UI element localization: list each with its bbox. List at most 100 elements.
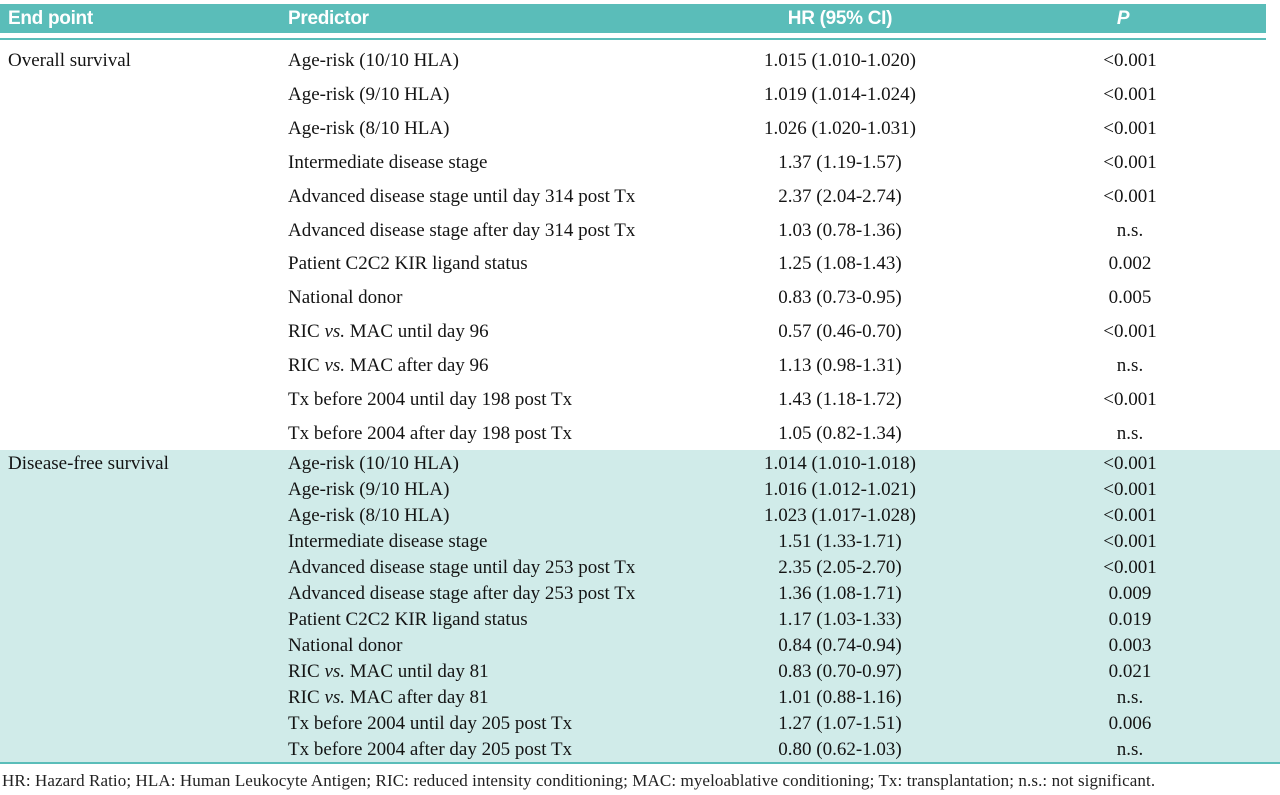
- table-row: Patient C2C2 KIR ligand status 1.17 (1.03…: [0, 606, 1280, 632]
- predictor-cell: Age-risk (9/10 HLA): [288, 478, 450, 500]
- p-cell: <0.001: [1103, 151, 1157, 173]
- column-header-end-point: End point: [8, 7, 93, 29]
- p-cell: 0.019: [1108, 608, 1152, 630]
- predictor-cell: Age-risk (10/10 HLA): [288, 452, 459, 474]
- hr-cell: 1.51 (1.33-1.71): [778, 530, 902, 552]
- predictor-cell: Patient C2C2 KIR ligand status: [288, 253, 528, 275]
- hr-cell: 1.13 (0.98-1.31): [778, 354, 902, 376]
- predictor-cell: Age-risk (8/10 HLA): [288, 118, 450, 140]
- predictor-cell: Intermediate disease stage: [288, 151, 488, 173]
- table-row: Overall survival Age-risk (10/10 HLA) 1.01…: [0, 44, 1280, 78]
- predictor-cell: Advanced disease stage until day 253 pos…: [288, 556, 636, 578]
- p-cell: <0.001: [1103, 388, 1157, 410]
- hr-cell: 1.026 (1.020-1.031): [764, 118, 916, 140]
- table-row: Age-risk (8/10 HLA) 1.026 (1.020-1.031) <0…: [0, 112, 1280, 146]
- predictor-cell: RIC vs. MAC after day 81: [288, 686, 489, 708]
- p-cell: n.s.: [1116, 686, 1144, 708]
- hr-cell: 1.43 (1.18-1.72): [778, 388, 902, 410]
- predictor-cell: Tx before 2004 after day 198 post Tx: [288, 422, 573, 444]
- table-row: Patient C2C2 KIR ligand status 1.25 (1.08…: [0, 247, 1280, 281]
- hr-cell: 2.37 (2.04-2.74): [778, 185, 902, 207]
- table-row: Tx before 2004 after day 198 post Tx 1.05…: [0, 416, 1280, 450]
- p-cell: <0.001: [1103, 556, 1157, 578]
- predictor-cell: Tx before 2004 until day 205 post Tx: [288, 712, 573, 734]
- p-cell: n.s.: [1116, 738, 1144, 760]
- table-row: Advanced disease stage until day 253 pos…: [0, 554, 1280, 580]
- p-cell: <0.001: [1103, 504, 1157, 526]
- table-row: Advanced disease stage after day 314 pos…: [0, 213, 1280, 247]
- predictor-cell: Advanced disease stage until day 314 pos…: [288, 185, 636, 207]
- predictor-cell: National donor: [288, 287, 403, 309]
- p-cell: <0.001: [1103, 84, 1157, 106]
- table-row: Age-risk (9/10 HLA) 1.016 (1.012-1.021) <0…: [0, 476, 1280, 502]
- hr-cell: 1.17 (1.03-1.33): [778, 608, 902, 630]
- predictor-cell: Age-risk (8/10 HLA): [288, 504, 450, 526]
- hr-cell: 0.83 (0.70-0.97): [778, 660, 902, 682]
- table-footnote: HR: Hazard Ratio; HLA: Human Leukocyte A…: [2, 770, 1156, 790]
- table-body: Overall survival Age-risk (10/10 HLA) 1.01…: [0, 44, 1280, 762]
- hr-cell: 0.80 (0.62-1.03): [778, 738, 902, 760]
- table-row: Advanced disease stage until day 314 pos…: [0, 179, 1280, 213]
- table-row: Age-risk (8/10 HLA) 1.023 (1.017-1.028) <0…: [0, 502, 1280, 528]
- column-header-predictor: Predictor: [288, 7, 369, 29]
- endpoint-cell: Overall survival: [8, 50, 131, 72]
- table-row: National donor 0.84 (0.74-0.94) 0.003: [0, 632, 1280, 658]
- hr-cell: 1.36 (1.08-1.71): [778, 582, 902, 604]
- p-cell: n.s.: [1116, 422, 1144, 444]
- p-cell: n.s.: [1116, 354, 1144, 376]
- table-row: Tx before 2004 until day 205 post Tx 1.27…: [0, 710, 1280, 736]
- table-row: Intermediate disease stage 1.51 (1.33-1.7…: [0, 528, 1280, 554]
- predictor-cell: RIC vs. MAC after day 96: [288, 354, 489, 376]
- table-row: National donor 0.83 (0.73-0.95) 0.005: [0, 281, 1280, 315]
- predictor-cell: National donor: [288, 634, 403, 656]
- predictor-cell: Age-risk (10/10 HLA): [288, 50, 459, 72]
- hr-cell: 1.27 (1.07-1.51): [778, 712, 902, 734]
- predictor-cell: Patient C2C2 KIR ligand status: [288, 608, 528, 630]
- p-cell: 0.006: [1108, 712, 1152, 734]
- column-header-p-value: P: [1116, 7, 1130, 29]
- p-cell: <0.001: [1103, 50, 1157, 72]
- table-row: Tx before 2004 after day 205 post Tx 0.80…: [0, 736, 1280, 762]
- p-cell: <0.001: [1103, 321, 1157, 343]
- p-cell: 0.003: [1108, 634, 1152, 656]
- table-row: Advanced disease stage after day 253 pos…: [0, 580, 1280, 606]
- hr-cell: 0.84 (0.74-0.94): [778, 634, 902, 656]
- p-cell: <0.001: [1103, 478, 1157, 500]
- p-cell: <0.001: [1103, 452, 1157, 474]
- table-row: Age-risk (9/10 HLA) 1.019 (1.014-1.024) <0…: [0, 78, 1280, 112]
- column-header-hr-ci: HR (95% CI): [787, 7, 893, 29]
- predictor-cell: Age-risk (9/10 HLA): [288, 84, 450, 106]
- p-cell: n.s.: [1116, 219, 1144, 241]
- predictor-cell: Intermediate disease stage: [288, 530, 488, 552]
- hr-cell: 0.57 (0.46-0.70): [778, 321, 902, 343]
- table-row: RIC vs. MAC after day 81 1.01 (0.88-1.16)…: [0, 684, 1280, 710]
- hr-cell: 1.05 (0.82-1.34): [778, 422, 902, 444]
- p-cell: <0.001: [1103, 530, 1157, 552]
- p-cell: 0.005: [1108, 287, 1152, 309]
- hr-cell: 1.25 (1.08-1.43): [778, 253, 902, 275]
- hr-cell: 1.37 (1.19-1.57): [778, 151, 902, 173]
- predictor-cell: RIC vs. MAC until day 96: [288, 321, 489, 343]
- predictor-cell: Tx before 2004 until day 198 post Tx: [288, 388, 573, 410]
- hr-cell: 1.019 (1.014-1.024): [764, 84, 916, 106]
- table-row: RIC vs. MAC until day 96 0.57 (0.46-0.70)…: [0, 315, 1280, 349]
- bottom-divider-rule: [0, 762, 1280, 764]
- hr-cell: 1.014 (1.010-1.018): [764, 452, 916, 474]
- p-cell: 0.002: [1108, 253, 1152, 275]
- table-row: RIC vs. MAC after day 96 1.13 (0.98-1.31)…: [0, 348, 1280, 382]
- hr-cell: 1.023 (1.017-1.028): [764, 504, 916, 526]
- table-row: Disease-free survival Age-risk (10/10 HLA…: [0, 450, 1280, 476]
- hr-cell: 0.83 (0.73-0.95): [778, 287, 902, 309]
- section-disease-free-survival: Disease-free survival Age-risk (10/10 HLA…: [0, 450, 1280, 762]
- table-row: Intermediate disease stage 1.37 (1.19-1.5…: [0, 145, 1280, 179]
- p-cell: 0.009: [1108, 582, 1152, 604]
- endpoint-cell: Disease-free survival: [8, 452, 169, 474]
- table-row: Tx before 2004 until day 198 post Tx 1.43…: [0, 382, 1280, 416]
- p-cell: <0.001: [1103, 118, 1157, 140]
- hr-cell: 2.35 (2.05-2.70): [778, 556, 902, 578]
- predictor-cell: Tx before 2004 after day 205 post Tx: [288, 738, 573, 760]
- predictor-cell: RIC vs. MAC until day 81: [288, 660, 489, 682]
- table-header-row: End point Predictor HR (95% CI) P: [0, 4, 1266, 33]
- hr-cell: 1.03 (0.78-1.36): [778, 219, 902, 241]
